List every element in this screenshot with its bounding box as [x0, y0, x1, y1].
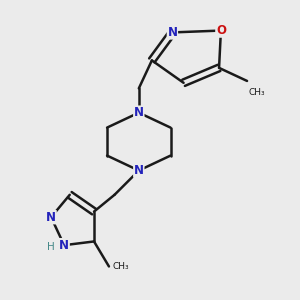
Text: N: N	[134, 164, 144, 177]
Text: N: N	[46, 211, 56, 224]
Text: O: O	[216, 24, 226, 37]
Text: N: N	[134, 106, 144, 119]
Text: CH₃: CH₃	[113, 262, 129, 271]
Text: N: N	[167, 26, 177, 39]
Text: H: H	[47, 242, 55, 252]
Text: CH₃: CH₃	[249, 88, 266, 98]
Text: N: N	[59, 239, 69, 252]
